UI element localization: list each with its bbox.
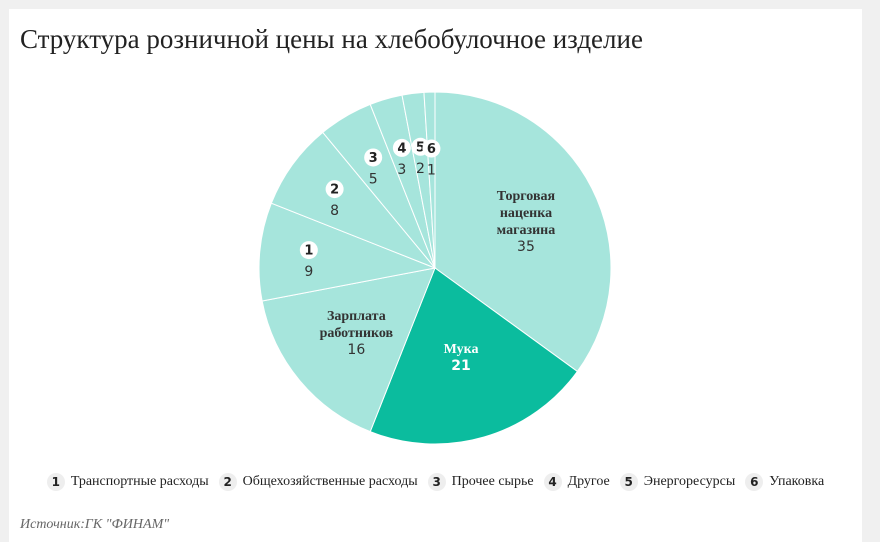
slice-value: 35 (517, 239, 535, 255)
slice-value: 5 (369, 171, 378, 187)
legend-item: 4 Другое (543, 472, 610, 491)
legend-label: Прочее сырье (451, 474, 534, 489)
legend-label: Энергоресурсы (643, 474, 736, 489)
slice-badge-number: 5 (416, 140, 425, 155)
legend-label: Упаковка (769, 474, 825, 489)
legend: 1 Транспортные расходы 2 Общехозяйственные … (9, 472, 862, 491)
slice-badge-number: 2 (330, 183, 339, 198)
slice-label: Торговая (497, 189, 556, 204)
pie-slice (270, 131, 436, 269)
pie-chart: Торговаянаценкамагазина35Мука21Зарплатар… (258, 91, 612, 445)
slice-badge-number: 1 (304, 244, 313, 259)
chart-card: Структура розничной цены на хлебобулочно… (9, 9, 862, 542)
source-note: Источник:ГК "ФИНАМ" (20, 517, 170, 532)
pie-slice (423, 91, 436, 269)
slice-label: Мука (444, 342, 479, 357)
pie-slice (434, 91, 612, 373)
slice-value: 16 (347, 342, 365, 358)
pie-slice (261, 267, 436, 433)
legend-label: Общехозяйственные расходы (242, 474, 418, 489)
slice-value: 8 (330, 203, 339, 219)
slice-badge-number: 4 (397, 141, 406, 156)
slice-badge-number: 3 (369, 151, 378, 166)
slice-badge (299, 241, 318, 260)
slice-value: 2 (416, 161, 425, 177)
pie-slice (369, 267, 579, 445)
legend-label: Другое (567, 474, 610, 489)
pie-slice (258, 202, 437, 302)
legend-item: 5 Энергоресурсы (619, 472, 736, 491)
slice-value: 9 (304, 264, 313, 280)
slice-label: магазина (497, 223, 556, 238)
legend-badge: 5 (619, 472, 638, 491)
slice-value: 1 (427, 163, 436, 179)
legend-item: 2 Общехозяйственные расходы (218, 472, 418, 491)
slice-label: наценка (500, 206, 552, 221)
legend-item: 3 Прочее сырье (427, 472, 534, 491)
legend-item: 6 Упаковка (745, 472, 824, 491)
legend-badge: 6 (745, 472, 764, 491)
slice-badge (422, 139, 441, 158)
slice-badge (325, 180, 344, 199)
pie-labels: Торговаянаценкамагазина35Мука21Зарплатар… (299, 137, 556, 374)
pie-slices (258, 91, 612, 445)
slice-label: работников (320, 326, 394, 341)
slice-label: Зарплата (327, 309, 386, 324)
legend-label: Транспортные расходы (70, 474, 209, 489)
slice-badge (364, 148, 383, 167)
legend-badge: 2 (218, 472, 237, 491)
legend-badge: 4 (543, 472, 562, 491)
legend-badge: 3 (427, 472, 446, 491)
chart-title: Структура розничной цены на хлебобулочно… (20, 24, 643, 54)
legend-item: 1 Транспортные расходы (46, 472, 209, 491)
slice-badge (392, 138, 411, 157)
legend-badge: 1 (46, 472, 65, 491)
slice-value: 21 (451, 358, 470, 374)
slice-value: 3 (397, 162, 406, 178)
slice-badge-number: 6 (427, 142, 436, 157)
